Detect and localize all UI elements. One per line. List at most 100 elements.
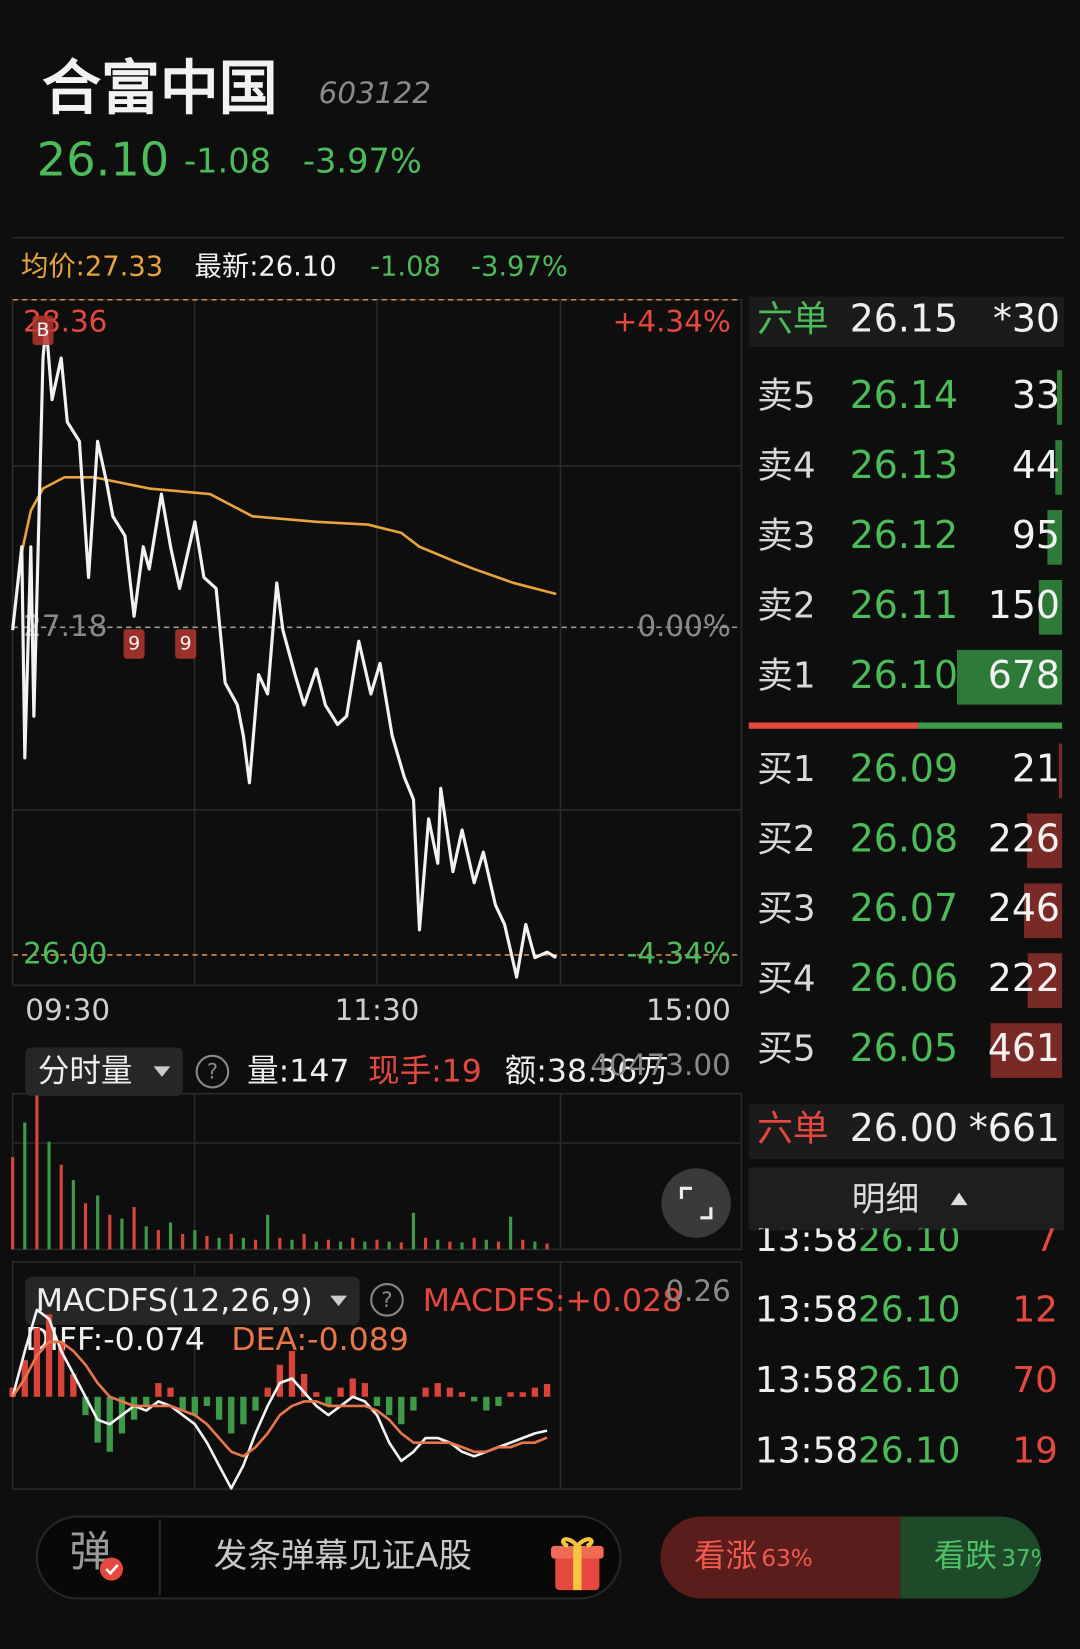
macd-bar	[507, 1392, 514, 1397]
order-top-row	[748, 296, 1065, 348]
volume-bar	[424, 1237, 428, 1250]
macd-bar	[82, 1396, 89, 1416]
macd-bar	[300, 1373, 308, 1397]
macd-bar	[167, 1387, 174, 1397]
trades-header[interactable]	[748, 1167, 1065, 1231]
trade-volume: 12	[1012, 1289, 1058, 1330]
order-label: 卖2	[757, 585, 816, 626]
macd-bar	[471, 1396, 478, 1402]
depth-bar	[1055, 440, 1063, 495]
badge-check	[105, 1563, 119, 1576]
volume-bar	[59, 1164, 63, 1250]
change-pct: -3.97%	[303, 142, 422, 181]
price: 26.10	[37, 133, 169, 187]
volume-bar	[351, 1237, 355, 1250]
order-volume: 461	[988, 1026, 1060, 1070]
volume-bar	[399, 1242, 403, 1250]
trade-volume: 19	[1012, 1430, 1058, 1471]
help-icon[interactable]	[370, 1283, 404, 1317]
selector-box[interactable]	[25, 1047, 183, 1096]
volume-bar	[387, 1241, 391, 1250]
trade-volume: 7	[1035, 1219, 1058, 1260]
latest-price: 最新:26.10	[195, 252, 337, 283]
expand-icon[interactable]	[679, 1186, 713, 1220]
order-label: 买2	[757, 819, 816, 860]
order-price: 26.09	[850, 746, 958, 790]
avg-price: 均价:27.33	[21, 252, 163, 283]
trade-time: 13:58	[755, 1430, 858, 1471]
selector-box[interactable]	[25, 1276, 360, 1326]
y2-tick-label: -4.34%	[627, 936, 731, 970]
macd-bar	[385, 1396, 393, 1416]
volume-bar	[533, 1241, 537, 1250]
volume-bar	[460, 1242, 464, 1250]
stock-name: 合富中国	[42, 54, 278, 123]
trade-time: 13:58	[755, 1360, 858, 1401]
macd-bar	[373, 1396, 381, 1406]
macd-bar	[446, 1387, 454, 1397]
macd-bar	[288, 1351, 296, 1397]
vote-segment[interactable]	[900, 1516, 1042, 1599]
order-price: 26.08	[850, 816, 958, 860]
x-tick-label: 09:30	[25, 993, 110, 1027]
vote-segment[interactable]	[660, 1516, 901, 1599]
gift-icon[interactable]	[551, 1537, 604, 1591]
volume-selector[interactable]: 分时量	[38, 1054, 133, 1090]
order-price: 26.14	[850, 373, 958, 417]
macd-bar	[45, 1314, 53, 1397]
volume-bar	[229, 1233, 233, 1250]
series-line	[11, 323, 558, 979]
volume-bar	[108, 1214, 112, 1250]
vote-value: 37%	[1001, 1546, 1052, 1572]
macd-bar	[143, 1396, 150, 1406]
vote-label: 看跌	[934, 1538, 997, 1574]
danmaku-placeholder[interactable]: 发条弹幕见证A股	[214, 1536, 473, 1575]
volume-bar	[205, 1235, 209, 1250]
order-volume: 246	[988, 886, 1060, 930]
macd-bar	[130, 1396, 138, 1420]
info-change-pct: -3.97%	[471, 252, 568, 283]
x-tick-label: 15:00	[646, 993, 731, 1027]
volume-bar	[338, 1241, 343, 1250]
volume-bar	[314, 1241, 318, 1250]
vote-value: 63%	[761, 1546, 812, 1572]
macd-line	[11, 1340, 548, 1458]
macd-bar	[337, 1387, 344, 1397]
order-bottom-row	[748, 1104, 1065, 1159]
volume-text: 量:147	[247, 1054, 349, 1090]
stock-code: 603122	[319, 76, 431, 110]
order-label: 买4	[757, 959, 816, 1000]
order-label: 买5	[757, 1029, 816, 1070]
help-icon[interactable]	[195, 1054, 230, 1089]
macd-selector[interactable]: MACDFS(12,26,9)	[36, 1283, 313, 1319]
depth-bar	[1023, 883, 1063, 939]
macd-bar	[519, 1392, 526, 1397]
y-tick-label: 0.26	[665, 1274, 731, 1308]
annotation: 9	[180, 632, 192, 654]
change: -1.08	[184, 142, 271, 181]
macd-bar	[531, 1387, 539, 1397]
depth-bar	[990, 1023, 1063, 1078]
depth-bar	[1058, 743, 1063, 799]
help-text[interactable]: ?	[381, 1287, 392, 1312]
order-volume: 33	[1012, 373, 1060, 417]
annotation-box	[32, 315, 54, 346]
trade-price: 26.10	[858, 1360, 960, 1401]
order-label: 买3	[757, 889, 816, 930]
vote-bar[interactable]: 看涨 63% 看跌 37%	[660, 1516, 1052, 1599]
collapse-arrow[interactable]	[950, 1192, 968, 1206]
danmaku-input[interactable]	[35, 1515, 622, 1600]
volume-bar	[509, 1216, 513, 1250]
trades-title[interactable]: 明细	[852, 1179, 919, 1218]
order-volume: 226	[988, 816, 1060, 860]
trade-time: 13:58	[755, 1289, 858, 1330]
volume-bar	[83, 1203, 88, 1250]
vote-label: 看涨	[694, 1538, 757, 1574]
expand-button[interactable]	[661, 1168, 731, 1238]
volume-bar	[521, 1239, 525, 1250]
order-price: 26.15	[850, 296, 958, 340]
macd-line	[11, 1308, 548, 1490]
order-price: 26.05	[850, 1026, 958, 1070]
help-text[interactable]: ?	[207, 1059, 218, 1084]
